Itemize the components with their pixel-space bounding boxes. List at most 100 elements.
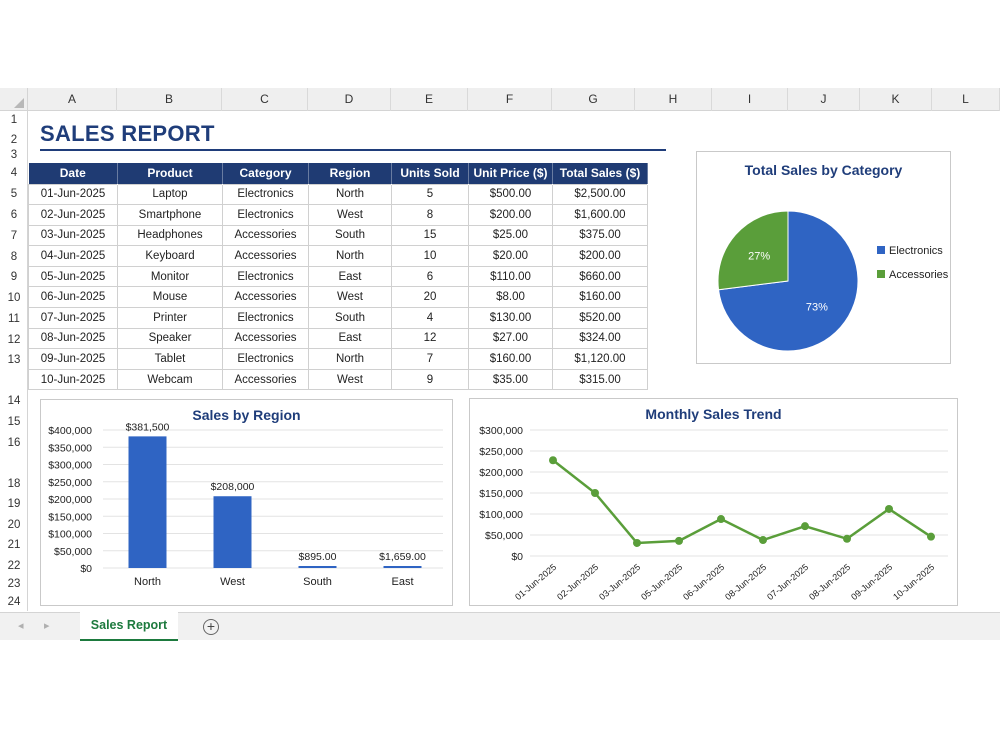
row-header-5[interactable]: 5	[10, 188, 18, 200]
row-header-4[interactable]: 4	[10, 167, 18, 179]
table-cell[interactable]: $324.00	[552, 327, 648, 350]
table-cell[interactable]: $200.00	[468, 204, 553, 226]
column-header-c[interactable]: C	[222, 88, 308, 111]
table-cell[interactable]: $660.00	[552, 265, 648, 288]
row-header-23[interactable]: 23	[7, 578, 21, 590]
table-cell[interactable]: 5	[391, 183, 469, 206]
table-cell[interactable]: 15	[391, 224, 469, 247]
row-header-13[interactable]: 13	[7, 354, 21, 366]
table-cell[interactable]: $20.00	[468, 245, 553, 267]
table-cell[interactable]: South	[308, 224, 392, 247]
line-chart[interactable]: Monthly Sales Trend $0 $50,000 $100,000 $15…	[469, 398, 958, 606]
table-cell[interactable]: 05-Jun-2025	[28, 265, 118, 288]
table-header-cell[interactable]: Total Sales ($)	[552, 163, 648, 184]
table-cell[interactable]: North	[308, 245, 392, 267]
table-cell[interactable]: West	[308, 368, 392, 391]
table-cell[interactable]: Electronics	[222, 348, 309, 370]
table-cell[interactable]: 20	[391, 286, 469, 309]
pie-chart[interactable]: Total Sales by Category 73% 27% Electronic…	[696, 151, 951, 364]
table-cell[interactable]: $2,500.00	[552, 183, 648, 206]
table-cell[interactable]: Accessories	[222, 245, 309, 267]
table-cell[interactable]: West	[308, 204, 392, 226]
table-cell[interactable]: $160.00	[468, 348, 553, 370]
table-header-cell[interactable]: Units Sold	[391, 163, 469, 184]
row-header-21[interactable]: 21	[7, 539, 21, 551]
row-header-12[interactable]: 12	[7, 334, 21, 346]
table-cell[interactable]: 08-Jun-2025	[28, 327, 118, 350]
column-header-j[interactable]: J	[788, 88, 860, 111]
table-cell[interactable]: Monitor	[117, 265, 223, 288]
table-header-cell[interactable]: Product	[117, 163, 223, 184]
table-cell[interactable]: 7	[391, 348, 469, 370]
tab-sales-report[interactable]: Sales Report	[80, 612, 178, 641]
table-cell[interactable]: $8.00	[468, 286, 553, 309]
table-cell[interactable]: 10	[391, 245, 469, 267]
column-header-a[interactable]: A	[28, 88, 117, 111]
row-header-6[interactable]: 6	[10, 209, 18, 221]
column-header-i[interactable]: I	[712, 88, 788, 111]
table-cell[interactable]: 07-Jun-2025	[28, 307, 118, 329]
table-header-cell[interactable]: Date	[28, 163, 118, 184]
column-header-h[interactable]: H	[635, 88, 712, 111]
page-title[interactable]: SALES REPORT	[40, 121, 215, 146]
table-cell[interactable]: Laptop	[117, 183, 223, 206]
table-cell[interactable]: North	[308, 183, 392, 206]
table-cell[interactable]: Electronics	[222, 183, 309, 206]
bar-chart[interactable]: Sales by Region $0 $50,000 $100,000 $150,00…	[40, 399, 453, 606]
column-header-g[interactable]: G	[552, 88, 635, 111]
tab-scroll-left-icon[interactable]: ◂	[18, 620, 24, 632]
table-cell[interactable]: East	[308, 265, 392, 288]
row-header-16[interactable]: 16	[7, 437, 21, 449]
table-cell[interactable]: $500.00	[468, 183, 553, 206]
row-header-1[interactable]: 1	[10, 114, 18, 126]
column-header-l[interactable]: L	[932, 88, 1000, 111]
row-header-2[interactable]: 2	[10, 134, 18, 146]
table-cell[interactable]: West	[308, 286, 392, 309]
table-cell[interactable]: $1,120.00	[552, 348, 648, 370]
table-cell[interactable]: 8	[391, 204, 469, 226]
row-header-15[interactable]: 15	[7, 416, 21, 428]
table-cell[interactable]: 04-Jun-2025	[28, 245, 118, 267]
table-cell[interactable]: Electronics	[222, 204, 309, 226]
table-cell[interactable]: South	[308, 307, 392, 329]
table-cell[interactable]: $25.00	[468, 224, 553, 247]
table-cell[interactable]: Tablet	[117, 348, 223, 370]
row-header-24[interactable]: 24	[7, 596, 21, 608]
column-header-d[interactable]: D	[308, 88, 391, 111]
table-cell[interactable]: 09-Jun-2025	[28, 348, 118, 370]
table-cell[interactable]: $200.00	[552, 245, 648, 267]
table-cell[interactable]: Headphones	[117, 224, 223, 247]
tab-scroll-right-icon[interactable]: ▸	[44, 620, 50, 632]
table-cell[interactable]: 01-Jun-2025	[28, 183, 118, 206]
table-cell[interactable]: 4	[391, 307, 469, 329]
table-cell[interactable]: Electronics	[222, 265, 309, 288]
table-cell[interactable]: 6	[391, 265, 469, 288]
table-cell[interactable]: Accessories	[222, 286, 309, 309]
table-cell[interactable]: Mouse	[117, 286, 223, 309]
table-cell[interactable]: Webcam	[117, 368, 223, 391]
table-cell[interactable]: $130.00	[468, 307, 553, 329]
table-cell[interactable]: Smartphone	[117, 204, 223, 226]
table-cell[interactable]: Speaker	[117, 327, 223, 350]
row-header-20[interactable]: 20	[7, 519, 21, 531]
table-cell[interactable]: $315.00	[552, 368, 648, 391]
column-header-b[interactable]: B	[117, 88, 222, 111]
table-cell[interactable]: $27.00	[468, 327, 553, 350]
row-header-8[interactable]: 8	[10, 251, 18, 263]
table-cell[interactable]: Electronics	[222, 307, 309, 329]
row-header-14[interactable]: 14	[7, 395, 21, 407]
select-all-corner[interactable]	[0, 88, 28, 111]
table-cell[interactable]: 06-Jun-2025	[28, 286, 118, 309]
table-cell[interactable]: Accessories	[222, 224, 309, 247]
row-header-10[interactable]: 10	[7, 292, 21, 304]
column-header-k[interactable]: K	[860, 88, 932, 111]
table-cell[interactable]: 10-Jun-2025	[28, 368, 118, 391]
table-header-cell[interactable]: Category	[222, 163, 309, 184]
table-cell[interactable]: Accessories	[222, 327, 309, 350]
table-cell[interactable]: Printer	[117, 307, 223, 329]
table-cell[interactable]: North	[308, 348, 392, 370]
row-header-11[interactable]: 11	[8, 313, 20, 325]
table-cell[interactable]: $520.00	[552, 307, 648, 329]
row-header-22[interactable]: 22	[7, 560, 21, 572]
row-header-7[interactable]: 7	[10, 230, 18, 242]
